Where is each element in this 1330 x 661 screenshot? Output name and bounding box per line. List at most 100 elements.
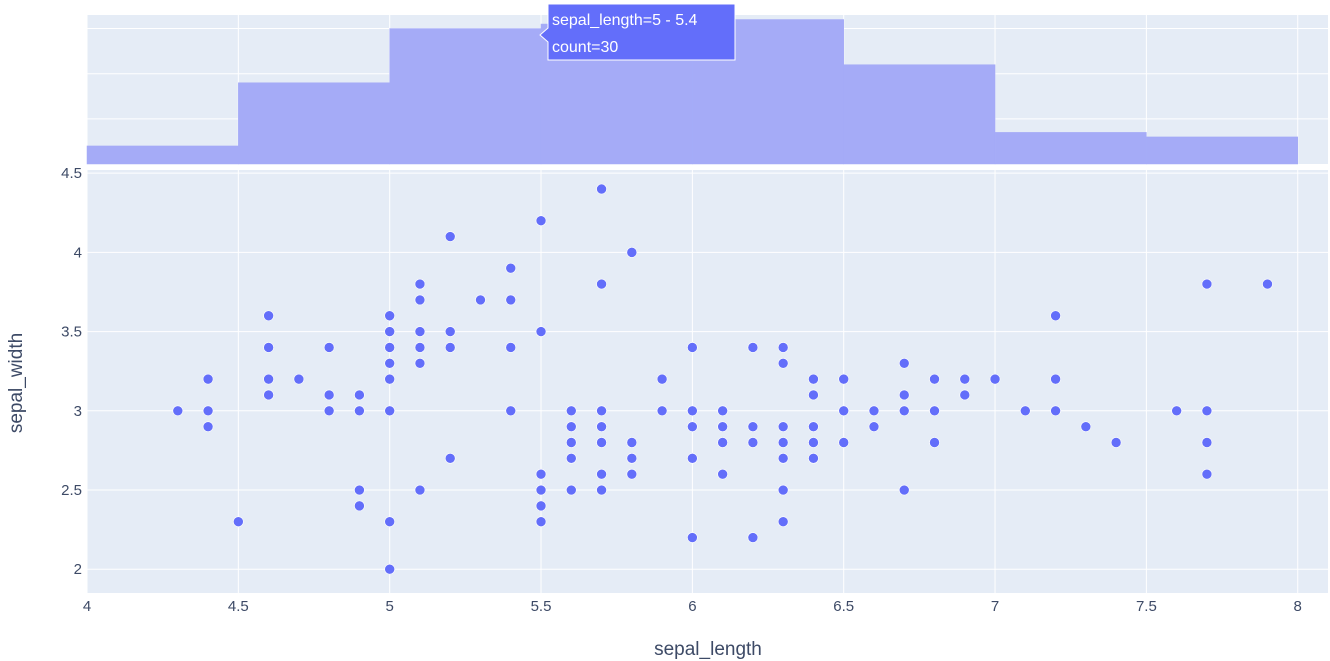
scatter-point[interactable]	[1201, 468, 1213, 480]
scatter-point[interactable]	[1020, 405, 1031, 417]
scatter-point[interactable]	[444, 453, 456, 464]
scatter-point[interactable]	[747, 421, 759, 432]
scatter-point[interactable]	[505, 262, 517, 274]
scatter-point[interactable]	[626, 437, 638, 448]
scatter-point[interactable]	[1050, 373, 1061, 385]
scatter-point[interactable]	[354, 389, 365, 401]
scatter-point[interactable]	[777, 516, 789, 528]
scatter-point[interactable]	[1171, 405, 1182, 417]
scatter-point[interactable]	[717, 421, 728, 432]
scatter-point[interactable]	[898, 484, 910, 496]
scatter-point[interactable]	[717, 468, 728, 480]
scatter-point[interactable]	[989, 373, 1001, 385]
scatter-point[interactable]	[596, 437, 607, 448]
scatter-point[interactable]	[777, 342, 789, 353]
scatter-point[interactable]	[535, 468, 547, 480]
scatter-point[interactable]	[808, 373, 819, 385]
scatter-point[interactable]	[959, 389, 971, 401]
scatter-point[interactable]	[687, 405, 698, 417]
scatter-point[interactable]	[354, 484, 365, 496]
scatter-point[interactable]	[263, 310, 274, 322]
scatter-point[interactable]	[535, 215, 547, 226]
scatter-point[interactable]	[414, 278, 426, 290]
scatter-point[interactable]	[596, 421, 607, 432]
scatter-point[interactable]	[535, 484, 547, 496]
scatter-point[interactable]	[838, 437, 850, 448]
scatter-point[interactable]	[929, 373, 940, 385]
scatter-point[interactable]	[747, 437, 759, 448]
scatter-point[interactable]	[293, 373, 305, 385]
scatter-point[interactable]	[1050, 405, 1061, 417]
scatter-point[interactable]	[808, 453, 819, 464]
scatter-point[interactable]	[202, 405, 214, 417]
scatter-point[interactable]	[263, 342, 274, 353]
scatter-point[interactable]	[444, 342, 456, 353]
scatter-point[interactable]	[596, 405, 607, 417]
scatter-point[interactable]	[384, 310, 395, 322]
scatter-point[interactable]	[565, 421, 577, 432]
scatter-point[interactable]	[233, 516, 244, 528]
scatter-point[interactable]	[747, 342, 759, 353]
scatter-point[interactable]	[535, 326, 547, 337]
scatter-point[interactable]	[384, 563, 395, 575]
scatter-point[interactable]	[687, 342, 698, 353]
scatter-point[interactable]	[596, 183, 607, 195]
scatter-point[interactable]	[414, 484, 426, 496]
scatter-point[interactable]	[414, 326, 426, 337]
scatter-point[interactable]	[384, 405, 395, 417]
scatter-point[interactable]	[777, 357, 789, 369]
scatter-point[interactable]	[808, 437, 819, 448]
scatter-point[interactable]	[414, 294, 426, 306]
scatter-point[interactable]	[384, 516, 395, 528]
scatter-point[interactable]	[505, 342, 517, 353]
scatter-point[interactable]	[898, 405, 910, 417]
scatter-point[interactable]	[596, 484, 607, 496]
scatter-point[interactable]	[777, 453, 789, 464]
scatter-point[interactable]	[565, 437, 577, 448]
scatter-point[interactable]	[717, 437, 728, 448]
scatter-point[interactable]	[263, 389, 274, 401]
histogram-bar[interactable]	[1146, 136, 1298, 165]
scatter-point[interactable]	[808, 421, 819, 432]
scatter-point[interactable]	[717, 405, 728, 417]
scatter-point[interactable]	[959, 373, 971, 385]
scatter-point[interactable]	[1262, 278, 1273, 290]
scatter-point[interactable]	[929, 437, 940, 448]
scatter-point[interactable]	[687, 421, 698, 432]
histogram-bar[interactable]	[843, 64, 996, 165]
scatter-point[interactable]	[414, 357, 426, 369]
histogram-bar[interactable]	[389, 28, 542, 165]
scatter-point[interactable]	[626, 247, 638, 258]
histogram-bar[interactable]	[238, 82, 390, 165]
scatter-point[interactable]	[172, 405, 184, 417]
scatter-point[interactable]	[596, 468, 607, 480]
scatter-point[interactable]	[898, 357, 910, 369]
scatter-point[interactable]	[565, 484, 577, 496]
scatter-point[interactable]	[929, 405, 940, 417]
scatter-point[interactable]	[202, 373, 214, 385]
scatter-point[interactable]	[414, 342, 426, 353]
scatter-point[interactable]	[565, 405, 577, 417]
scatter-point[interactable]	[777, 437, 789, 448]
scatter-point[interactable]	[656, 405, 668, 417]
scatter-point[interactable]	[354, 500, 365, 512]
scatter-point[interactable]	[384, 373, 395, 385]
scatter-point[interactable]	[687, 532, 698, 543]
scatter-point[interactable]	[838, 405, 850, 417]
scatter-point[interactable]	[535, 516, 547, 528]
scatter-point[interactable]	[777, 484, 789, 496]
scatter-point[interactable]	[808, 389, 819, 401]
scatter-point[interactable]	[323, 342, 335, 353]
scatter-point[interactable]	[687, 453, 698, 464]
scatter-point[interactable]	[1201, 437, 1213, 448]
scatter-point[interactable]	[1201, 278, 1213, 290]
scatter-point[interactable]	[626, 453, 638, 464]
scatter-point[interactable]	[565, 453, 577, 464]
scatter-point[interactable]	[323, 405, 335, 417]
scatter-point[interactable]	[505, 294, 517, 306]
scatter-point[interactable]	[354, 405, 365, 417]
scatter-point[interactable]	[505, 405, 517, 417]
scatter-point[interactable]	[868, 405, 880, 417]
scatter-point[interactable]	[747, 532, 759, 543]
histogram-bar[interactable]	[86, 145, 239, 165]
